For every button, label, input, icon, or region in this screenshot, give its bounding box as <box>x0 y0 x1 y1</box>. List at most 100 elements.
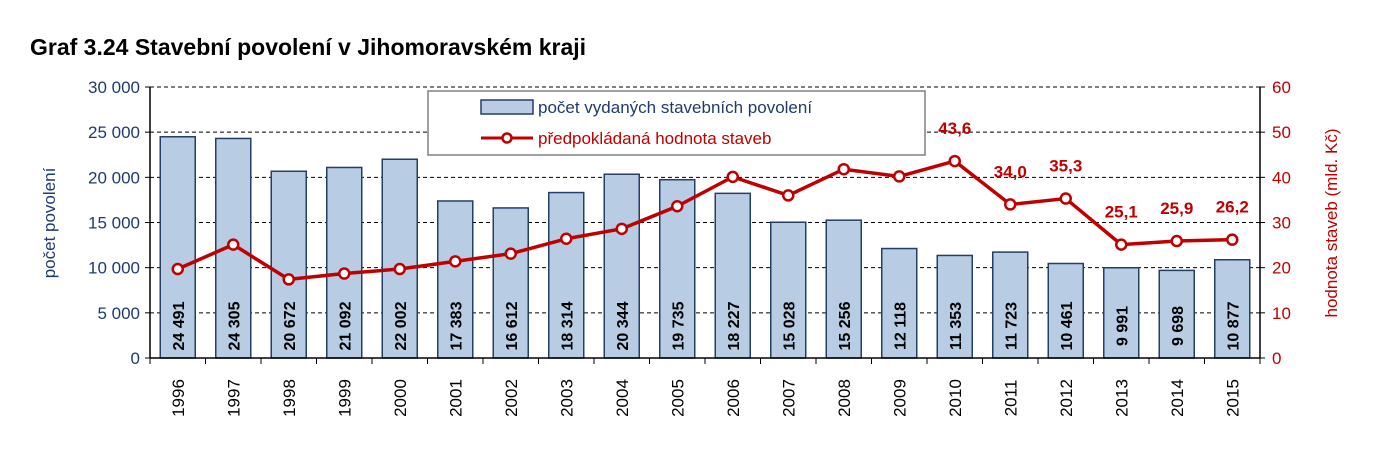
line-point <box>393 262 406 276</box>
line-layer: 43,6 34,0 35,3 25,1 25,9 26,2 <box>171 119 1249 286</box>
bar <box>1103 266 1140 359</box>
y-right-tick-label: 30 <box>1272 214 1291 233</box>
legend: počet vydaných stavebních povolení předp… <box>427 90 926 156</box>
bar <box>936 254 973 359</box>
line-point <box>948 154 961 168</box>
bar <box>1047 262 1084 359</box>
bar-data-label: 9 698 <box>1170 306 1187 346</box>
x-tick-label: 2004 <box>613 379 632 417</box>
bar-data-label: 17 383 <box>448 301 465 350</box>
line-point <box>837 162 850 176</box>
x-tick-label: 2000 <box>391 379 410 417</box>
line-data-label: 26,2 <box>1216 198 1249 217</box>
y-left-tick-label: 30 000 <box>88 78 140 97</box>
line-point <box>671 199 684 213</box>
y-left-tick-label: 0 <box>131 349 140 368</box>
y-left-tick-label: 5 000 <box>97 304 140 323</box>
bar <box>1214 258 1251 359</box>
line-point <box>338 267 351 280</box>
axes-layer: 0 5 000 10 000 15 000 20 000 25 000 30 000 0 10 2… <box>88 78 1291 417</box>
line-point <box>726 170 739 184</box>
line-point <box>1170 234 1183 248</box>
y-left-tick-label: 15 000 <box>88 214 140 233</box>
x-tick-label: 1998 <box>280 379 299 417</box>
x-tick-label: 2012 <box>1057 379 1076 417</box>
bar-data-label: 24 491 <box>171 301 188 350</box>
bar-data-label: 11 353 <box>948 302 965 350</box>
legend-bar-label: počet vydaných stavebních povolení <box>538 98 812 117</box>
y-left-tick-label: 25 000 <box>88 123 140 142</box>
x-tick-label: 1997 <box>224 379 243 417</box>
line-point <box>504 247 517 260</box>
line-data-label: 43,6 <box>938 119 971 138</box>
x-tick-label: 1996 <box>169 379 188 417</box>
bar <box>437 200 474 359</box>
legend-line-label: předpokládaná hodnota staveb <box>538 129 771 148</box>
bar <box>881 247 918 359</box>
chart-title: Graf 3.24 Stavební povolení v Jihomoravs… <box>30 34 586 60</box>
line-point <box>171 262 184 276</box>
line-point <box>1059 192 1072 205</box>
line-point <box>1004 198 1017 211</box>
x-tick-label: 2007 <box>779 379 798 417</box>
bar-data-label: 21 092 <box>337 301 354 350</box>
line-point <box>282 273 295 286</box>
line-point <box>615 222 628 236</box>
x-tick-label: 2010 <box>946 379 965 417</box>
bar-data-label: 10 877 <box>1225 301 1242 350</box>
x-tick-label: 2011 <box>1001 380 1020 417</box>
x-tick-label: 2015 <box>1223 379 1242 417</box>
bar-data-label: 16 612 <box>504 301 521 350</box>
x-tick-label: 2003 <box>557 379 576 417</box>
bars-layer: 24 491 24 305 20 672 21 092 22 002 17 383 16 6… <box>159 136 1251 359</box>
line-data-label: 25,1 <box>1105 203 1138 222</box>
bar <box>270 170 307 359</box>
bar-data-label: 20 672 <box>282 301 299 350</box>
bar-data-label: 18 227 <box>726 301 743 350</box>
line-point <box>560 232 573 246</box>
x-tick-label: 2005 <box>668 379 687 417</box>
bar <box>548 191 585 359</box>
bar-data-label: 10 461 <box>1059 301 1076 350</box>
bar <box>381 158 418 359</box>
x-tick-label: 2009 <box>890 379 909 417</box>
y-left-axis-label: počet povolení <box>40 167 59 278</box>
y-right-tick-label: 20 <box>1272 259 1291 278</box>
bar-data-label: 22 002 <box>393 301 410 350</box>
line-point <box>782 189 795 202</box>
bar-data-label: 24 305 <box>226 301 243 350</box>
y-right-tick-label: 40 <box>1272 168 1291 187</box>
line-series <box>177 159 1233 282</box>
bar <box>992 251 1029 359</box>
bar-data-label: 11 723 <box>1003 302 1020 350</box>
line-point <box>1115 238 1128 251</box>
y-left-tick-label: 10 000 <box>88 259 140 278</box>
line-data-label: 35,3 <box>1049 157 1082 176</box>
x-tick-label: 2002 <box>502 379 521 417</box>
legend-line-marker <box>501 132 513 144</box>
x-tick-label: 2013 <box>1112 379 1131 417</box>
legend-bar-swatch <box>480 99 534 115</box>
bar-data-label: 15 256 <box>837 301 854 350</box>
bar <box>1158 269 1195 359</box>
line-point <box>227 238 240 251</box>
bar-data-label: 20 344 <box>615 301 632 350</box>
x-tick-label: 2001 <box>446 379 465 417</box>
x-tick-label: 2014 <box>1168 379 1187 417</box>
bar <box>825 219 862 359</box>
y-right-tick-label: 0 <box>1272 349 1281 368</box>
bar-data-label: 18 314 <box>559 301 576 350</box>
line-point <box>449 255 462 268</box>
bar-data-label: 12 118 <box>892 302 909 350</box>
bar-data-label: 9 991 <box>1114 306 1131 346</box>
line-point <box>1226 233 1239 246</box>
bar <box>770 221 807 359</box>
x-tick-label: 2008 <box>835 379 854 417</box>
x-tick-label: 2006 <box>724 379 743 417</box>
line-data-label: 34,0 <box>994 162 1027 181</box>
x-tick-label: 1999 <box>335 379 354 417</box>
y-right-tick-label: 60 <box>1272 78 1291 97</box>
bar-data-label: 19 735 <box>670 301 687 350</box>
